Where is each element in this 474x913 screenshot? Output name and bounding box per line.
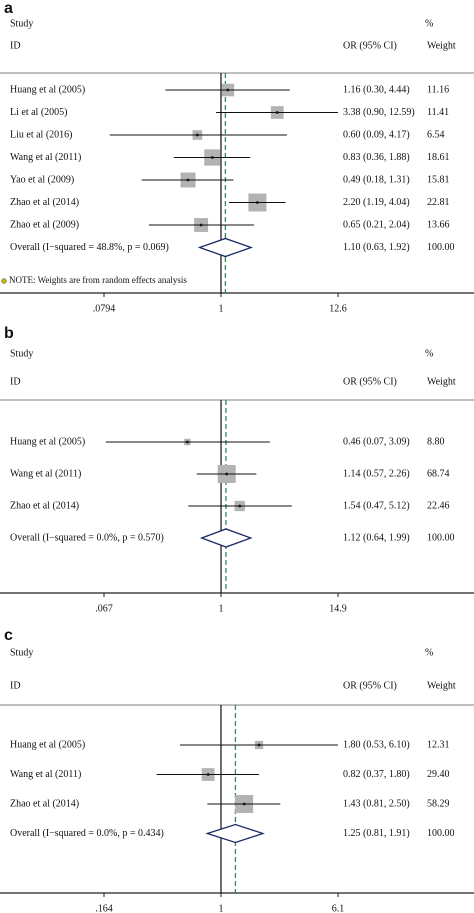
header-pct: % — [425, 18, 433, 29]
point-estimate — [242, 802, 246, 806]
study-name: Liu et al (2016) — [10, 129, 72, 140]
overall-ci-label: 1.12 (0.64, 1.99) — [343, 532, 410, 543]
x-tick-label: 14.9 — [329, 603, 347, 614]
point-estimate — [275, 111, 279, 114]
x-tick-label: 12.6 — [329, 303, 347, 314]
point-estimate — [257, 743, 261, 747]
x-tick-label: .164 — [95, 903, 113, 913]
study-name: Wang et al (2011) — [10, 769, 81, 780]
point-estimate — [186, 440, 189, 444]
study-name: Zhao et al (2014) — [10, 197, 79, 208]
point-estimate — [226, 88, 230, 92]
study-name: Wang et al (2011) — [10, 152, 81, 163]
study-name: Zhao et al (2009) — [10, 219, 79, 230]
header-id: ID — [10, 40, 21, 51]
x-tick-label: 1 — [218, 303, 223, 314]
weight-label: 13.66 — [427, 219, 450, 230]
study-name: Zhao et al (2014) — [10, 798, 79, 809]
point-estimate — [238, 504, 242, 508]
overall-label: Overall (I−squared = 0.0%, p = 0.570) — [10, 532, 164, 543]
weight-label: 12.31 — [427, 739, 450, 750]
ci-label: 0.82 (0.37, 1.80) — [343, 769, 410, 780]
x-tick-label: 1 — [218, 903, 223, 913]
header-weight: Weight — [427, 680, 456, 691]
weight-label: 18.61 — [427, 152, 450, 163]
point-estimate — [199, 223, 203, 227]
overall-diamond — [205, 823, 265, 844]
ci-label: 0.65 (0.21, 2.04) — [343, 219, 410, 230]
point-estimate — [225, 472, 229, 476]
header-study: Study — [10, 647, 33, 658]
ci-label: 0.46 (0.07, 3.09) — [343, 436, 410, 447]
overall-ci-label: 1.25 (0.81, 1.91) — [343, 828, 410, 839]
study-name: Wang et al (2011) — [10, 468, 81, 479]
header-weight: Weight — [427, 376, 456, 387]
study-name: Yao et al (2009) — [10, 174, 74, 185]
weight-label: 68.74 — [427, 468, 450, 479]
x-tick-label: .0794 — [93, 303, 116, 314]
study-name: Huang et al (2005) — [10, 739, 85, 750]
ci-label: 1.54 (0.47, 5.12) — [343, 500, 410, 511]
study-name: Huang et al (2005) — [10, 84, 85, 95]
overall-diamond — [197, 237, 254, 258]
ci-label: 0.60 (0.09, 4.17) — [343, 129, 410, 140]
note-bullet — [1, 278, 7, 284]
point-estimate — [256, 201, 259, 204]
header-ci: OR (95% CI) — [343, 680, 397, 691]
x-tick-label: .067 — [95, 603, 113, 614]
ci-label: 1.14 (0.57, 2.26) — [343, 468, 410, 479]
ci-label: 3.38 (0.90, 12.59) — [343, 107, 415, 118]
overall-weight-label: 100.00 — [427, 242, 455, 253]
note: NOTE: Weights are from random effects an… — [9, 275, 187, 285]
overall-weight-label: 100.00 — [427, 828, 455, 839]
ci-label: 0.49 (0.18, 1.31) — [343, 174, 410, 185]
x-tick-label: 1 — [219, 603, 224, 614]
overall-label: Overall (I−squared = 48.8%, p = 0.069) — [10, 242, 169, 253]
ci-label: 1.80 (0.53, 6.10) — [343, 739, 410, 750]
weight-label: 22.46 — [427, 500, 450, 511]
header-id: ID — [10, 680, 21, 691]
weight-label: 6.54 — [427, 129, 445, 140]
overall-diamond — [199, 528, 253, 548]
weight-label: 11.16 — [427, 84, 449, 95]
header-pct: % — [425, 647, 433, 658]
panel-label: b — [4, 325, 14, 342]
header-study: Study — [10, 348, 33, 359]
ci-label: 2.20 (1.19, 4.04) — [343, 197, 410, 208]
header-id: ID — [10, 376, 21, 387]
point-estimate — [195, 133, 199, 137]
weight-label: 29.40 — [427, 769, 450, 780]
overall-weight-label: 100.00 — [427, 532, 455, 543]
study-name: Li et al (2005) — [10, 107, 67, 118]
weight-label: 8.80 — [427, 436, 445, 447]
study-name: Zhao et al (2014) — [10, 500, 79, 511]
ci-label: 0.83 (0.36, 1.88) — [343, 152, 410, 163]
header-ci: OR (95% CI) — [343, 40, 397, 51]
weight-label: 11.41 — [427, 107, 449, 118]
point-estimate — [206, 773, 210, 776]
weight-label: 22.81 — [427, 197, 450, 208]
ci-label: 1.43 (0.81, 2.50) — [343, 798, 410, 809]
point-estimate — [210, 156, 214, 159]
header-study: Study — [10, 18, 33, 29]
overall-ci-label: 1.10 (0.63, 1.92) — [343, 242, 410, 253]
x-tick-label: 6.1 — [332, 903, 345, 913]
panel-label: a — [4, 0, 13, 17]
ci-label: 1.16 (0.30, 4.44) — [343, 84, 410, 95]
weight-label: 15.81 — [427, 174, 450, 185]
point-estimate — [186, 178, 190, 182]
weight-label: 58.29 — [427, 798, 450, 809]
header-weight: Weight — [427, 40, 456, 51]
panel-label: c — [4, 627, 13, 644]
header-pct: % — [425, 348, 433, 359]
header-ci: OR (95% CI) — [343, 376, 397, 387]
study-name: Huang et al (2005) — [10, 436, 85, 447]
overall-label: Overall (I−squared = 0.0%, p = 0.434) — [10, 828, 164, 839]
